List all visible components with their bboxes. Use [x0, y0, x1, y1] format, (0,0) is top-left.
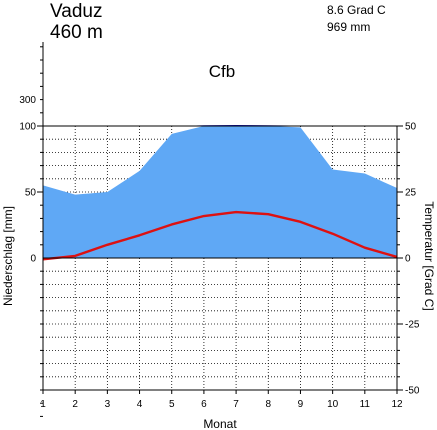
climate-classification: Cfb	[209, 62, 235, 81]
x-tick-label: 1	[40, 399, 46, 410]
right-tick-label: 50	[405, 122, 417, 133]
right-tick-label: 0	[405, 254, 411, 265]
x-tick-label: 10	[327, 399, 339, 410]
x-tick-label: 6	[201, 399, 207, 410]
x-tick-label: 2	[72, 399, 78, 410]
x-tick-label: 9	[298, 399, 304, 410]
x-tick-label: 4	[137, 399, 143, 410]
right-tick-label: -25	[405, 320, 420, 331]
left-tick-label: 300	[19, 95, 36, 106]
mean-temperature: 8.6 Grad C	[327, 3, 386, 17]
x-tick-label: 8	[265, 399, 271, 410]
axes	[37, 42, 403, 417]
left-tick-label: 0	[30, 254, 36, 265]
left-tick-label: 100	[19, 122, 36, 133]
x-tick-label: 12	[391, 399, 403, 410]
x-axis-title: Monat	[203, 417, 237, 430]
station-elevation: 460 m	[50, 22, 103, 43]
x-tick-label: 3	[105, 399, 111, 410]
station-name: Vaduz	[50, 1, 102, 22]
x-tick-label: 11	[360, 399, 371, 410]
x-tick-label: 7	[233, 399, 239, 410]
left-tick-label: 50	[25, 188, 37, 199]
right-axis-title: Temperatur [Grad C]	[422, 201, 436, 310]
annual-precipitation: 969 mm	[327, 20, 370, 34]
temperature-line	[42, 210, 398, 261]
right-tick-label: -50	[405, 386, 420, 397]
x-tick-label: 5	[169, 399, 175, 410]
left-axis-title: Niederschlag [mm]	[1, 206, 15, 306]
right-tick-label: 25	[405, 188, 417, 199]
temperature-series	[42, 210, 398, 261]
